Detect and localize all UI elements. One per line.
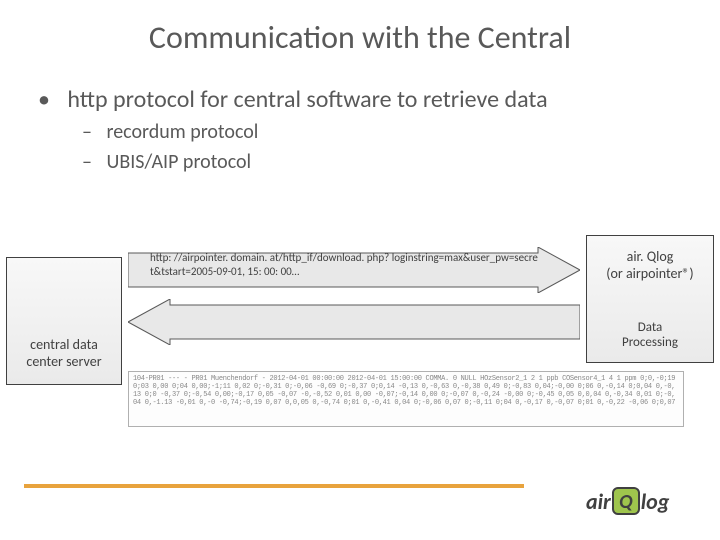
right-box-sub2: Processing xyxy=(622,335,678,350)
right-box-line2: (or airpointer®) xyxy=(606,265,693,282)
right-box-line1: air. Qlog xyxy=(627,248,674,265)
arrow-right-label: http: //airpointer. domain. at/http_if/d… xyxy=(150,251,540,279)
diagram: central data center server http: //airpo… xyxy=(0,235,720,435)
data-strip: 104-PR01 --- - PR01 Muenchendorf - 2012-… xyxy=(128,371,684,427)
left-box-line2: center server xyxy=(26,353,101,370)
slide: Communication with the Central http prot… xyxy=(0,0,720,540)
bullet-sub-1: recordum protocol xyxy=(82,120,720,144)
slide-title: Communication with the Central xyxy=(0,0,720,57)
arrow-left xyxy=(128,299,580,345)
logo-text-log: log xyxy=(641,488,670,515)
arrow-right: http: //airpointer. domain. at/http_if/d… xyxy=(128,247,580,293)
arrow-left-shape xyxy=(128,299,580,345)
logo-airqlog: air Q log xyxy=(586,480,706,522)
right-box-airqlog: air. Qlog (or airpointer®) Data Processi… xyxy=(586,235,714,363)
footer-divider xyxy=(24,484,524,488)
bullet-sub-2: UBIS/AIP protocol xyxy=(82,150,720,174)
left-box-line1: central data xyxy=(30,336,98,353)
logo-text-air: air xyxy=(586,488,611,515)
left-box-server: central data center server xyxy=(6,257,122,385)
right-box-sub1: Data xyxy=(638,320,663,335)
bullet-main-text: http protocol for central software to re… xyxy=(67,85,547,114)
bullet-sub-2-text: UBIS/AIP protocol xyxy=(107,150,252,174)
bullet-main: http protocol for central software to re… xyxy=(38,85,720,114)
bullet-sub-1-text: recordum protocol xyxy=(107,120,259,144)
logo-q-badge: Q xyxy=(612,487,640,515)
